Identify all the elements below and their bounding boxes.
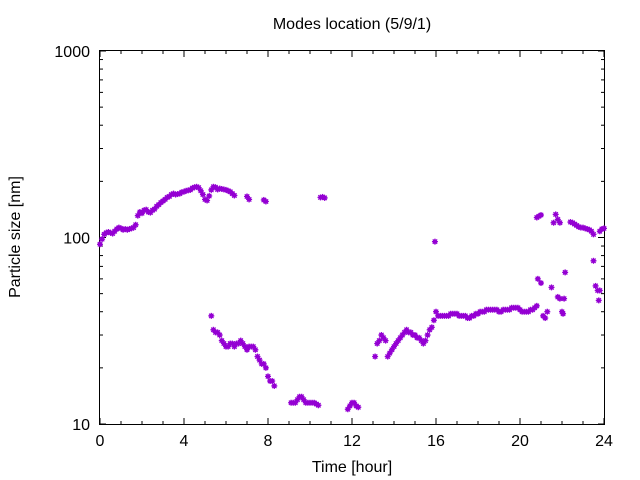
data-point bbox=[231, 192, 238, 199]
data-point bbox=[595, 297, 602, 304]
data-point bbox=[132, 221, 139, 228]
data-point bbox=[533, 302, 540, 309]
data-point bbox=[550, 219, 557, 226]
x-tick-label: 24 bbox=[595, 433, 613, 450]
data-point bbox=[199, 191, 206, 198]
data-point bbox=[265, 373, 271, 380]
y-axis-label: Particle size [nm] bbox=[7, 176, 24, 298]
data-point bbox=[397, 334, 404, 341]
data-point bbox=[538, 212, 544, 219]
data-point bbox=[355, 404, 362, 411]
x-tick-label: 16 bbox=[427, 433, 445, 450]
data-point bbox=[321, 194, 328, 201]
data-point bbox=[262, 198, 269, 205]
x-tick-label: 20 bbox=[511, 433, 529, 450]
data-point bbox=[206, 192, 213, 199]
data-point bbox=[542, 315, 549, 322]
data-point bbox=[592, 282, 599, 289]
data-point bbox=[262, 364, 269, 371]
x-tick-label: 0 bbox=[96, 433, 105, 450]
data-point bbox=[590, 231, 597, 238]
data-point bbox=[560, 310, 567, 317]
data-point bbox=[433, 308, 439, 315]
data-point bbox=[195, 184, 202, 191]
x-tick-label: 8 bbox=[264, 433, 273, 450]
data-point bbox=[534, 275, 541, 282]
data-point bbox=[601, 225, 607, 232]
data-point bbox=[386, 350, 393, 357]
data-point bbox=[538, 280, 544, 287]
data-point bbox=[99, 236, 106, 243]
data-point bbox=[548, 284, 555, 291]
data-point bbox=[596, 287, 603, 294]
data-point bbox=[428, 324, 435, 331]
x-tick-label: 12 bbox=[343, 433, 361, 450]
data-point bbox=[561, 295, 568, 302]
data-point bbox=[252, 346, 259, 353]
y-tick-label: 1000 bbox=[54, 44, 90, 61]
data-point bbox=[544, 308, 551, 315]
data-point bbox=[208, 186, 215, 193]
data-point bbox=[254, 353, 261, 360]
y-tick-label: 100 bbox=[63, 231, 90, 248]
data-point bbox=[418, 337, 425, 344]
data-point bbox=[216, 332, 223, 339]
data-point bbox=[271, 382, 278, 389]
data-point bbox=[382, 337, 389, 344]
y-axis: 10 100 1000 bbox=[54, 44, 604, 434]
chart-title: Modes location (5/9/1) bbox=[273, 16, 431, 33]
data-point bbox=[422, 337, 429, 344]
x-tick-label: 4 bbox=[180, 433, 189, 450]
y-tick-label: 10 bbox=[72, 417, 90, 434]
data-point bbox=[376, 337, 383, 344]
data-point bbox=[372, 353, 379, 360]
data-point bbox=[97, 241, 103, 248]
data-point bbox=[590, 257, 597, 264]
data-series bbox=[97, 183, 607, 413]
x-axis-label: Time [hour] bbox=[312, 459, 392, 476]
plot-frame bbox=[99, 50, 605, 425]
data-point bbox=[204, 197, 211, 204]
x-axis: 0 4 8 12 16 20 24 bbox=[96, 51, 613, 450]
data-point bbox=[556, 219, 563, 226]
data-point bbox=[269, 378, 276, 385]
data-point bbox=[388, 346, 395, 353]
data-point bbox=[430, 317, 437, 324]
data-point bbox=[562, 269, 569, 276]
data-point bbox=[552, 211, 559, 218]
data-point bbox=[424, 332, 431, 339]
data-point bbox=[315, 402, 322, 409]
data-point bbox=[588, 228, 595, 235]
data-point bbox=[556, 295, 563, 302]
data-point bbox=[208, 312, 215, 319]
data-point bbox=[246, 196, 253, 203]
data-point bbox=[431, 238, 438, 245]
